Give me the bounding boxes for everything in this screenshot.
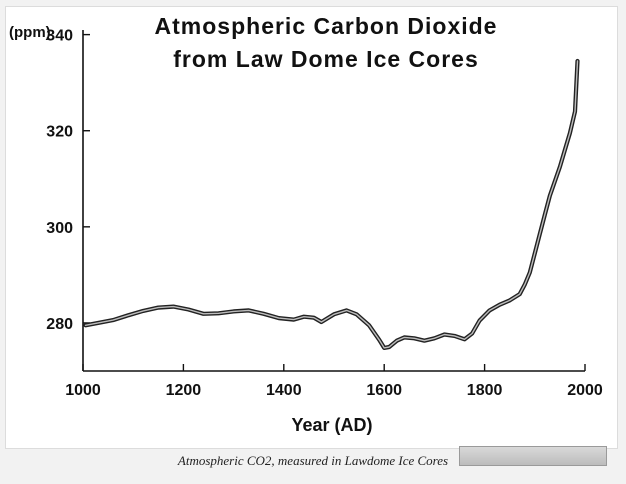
x-tick-label: 1400 xyxy=(266,382,302,399)
chart-ticks: 1000 1200 1400 1600 1800 2000 280 300 320 340 xyxy=(46,28,603,399)
image-caption: Atmospheric CO2, measured in Lawdome Ice… xyxy=(177,453,449,468)
y-axis-unit-label: (ppm) xyxy=(9,24,51,41)
watermark-logo xyxy=(459,446,607,466)
y-tick-label: 340 xyxy=(46,28,73,45)
chart-axes xyxy=(82,30,585,372)
chart-title: Atmospheric Carbon Dioxide xyxy=(155,13,498,39)
y-tick-label: 320 xyxy=(46,124,73,141)
chart-svg: Atmospheric Carbon Dioxide from Law Dome… xyxy=(9,13,603,435)
y-tick-label: 280 xyxy=(46,316,73,333)
x-tick-label: 1000 xyxy=(65,382,101,399)
chart-card: Atmospheric Carbon Dioxide from Law Dome… xyxy=(5,6,618,449)
chart-series xyxy=(83,58,580,350)
y-tick-label: 300 xyxy=(46,220,73,237)
x-tick-label: 1800 xyxy=(467,382,503,399)
co2-series-line-outer xyxy=(83,58,580,350)
co2-series-line-inner xyxy=(84,60,579,349)
x-tick-label: 1600 xyxy=(366,382,402,399)
x-axis-title: Year (AD) xyxy=(291,415,372,435)
x-tick-label: 2000 xyxy=(567,382,603,399)
chart-subtitle: from Law Dome Ice Cores xyxy=(173,46,478,72)
x-tick-label: 1200 xyxy=(166,382,202,399)
